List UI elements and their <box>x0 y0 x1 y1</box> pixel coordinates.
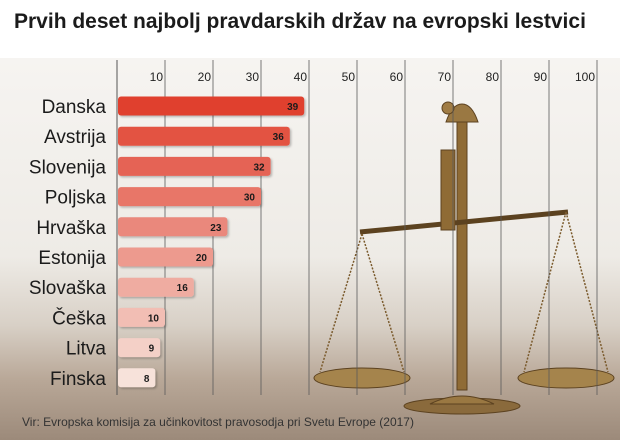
x-tick-label: 60 <box>390 70 404 84</box>
value-label: 36 <box>273 132 285 143</box>
bar <box>118 217 228 237</box>
x-tick-label: 80 <box>486 70 500 84</box>
background-photo-scales <box>0 58 620 440</box>
x-tick-label: 20 <box>198 70 212 84</box>
bar <box>118 126 290 146</box>
category-label: Estonija <box>38 248 106 269</box>
value-label: 23 <box>210 223 222 234</box>
bar <box>118 187 261 207</box>
bar <box>118 338 161 358</box>
category-label: Hrvaška <box>36 218 106 239</box>
bar <box>118 277 194 297</box>
bar <box>118 247 213 267</box>
x-tick-label: 10 <box>150 70 164 84</box>
x-tick-label: 100 <box>575 70 595 84</box>
x-tick-label: 70 <box>438 70 452 84</box>
bar <box>118 96 305 116</box>
bar <box>118 307 165 327</box>
x-tick-label: 50 <box>342 70 356 84</box>
value-label: 30 <box>244 193 256 204</box>
source-note: Vir: Evropska komisija za učinkovitost p… <box>22 415 414 429</box>
x-tick-label: 90 <box>534 70 548 84</box>
category-label: Avstrija <box>44 127 106 148</box>
category-label: Poljska <box>45 188 107 209</box>
x-tick-label: 30 <box>246 70 260 84</box>
bar <box>118 156 271 176</box>
category-label: Finska <box>50 369 106 390</box>
value-label: 9 <box>149 344 155 355</box>
scales-of-justice-icon <box>313 101 615 415</box>
bar <box>118 368 156 388</box>
value-label: 32 <box>253 162 265 173</box>
value-label: 16 <box>177 283 189 294</box>
value-label: 8 <box>144 374 150 385</box>
category-label: Litva <box>66 339 107 360</box>
category-label: Slovaška <box>29 278 107 299</box>
x-tick-label: 40 <box>294 70 308 84</box>
value-label: 39 <box>287 102 299 113</box>
chart-title: Prvih deset najbolj pravdarskih držav na… <box>14 10 586 33</box>
value-label: 20 <box>196 253 208 264</box>
category-label: Danska <box>42 97 107 118</box>
category-label: Češka <box>52 307 106 329</box>
category-label: Slovenija <box>29 157 107 178</box>
value-label: 10 <box>148 313 160 324</box>
